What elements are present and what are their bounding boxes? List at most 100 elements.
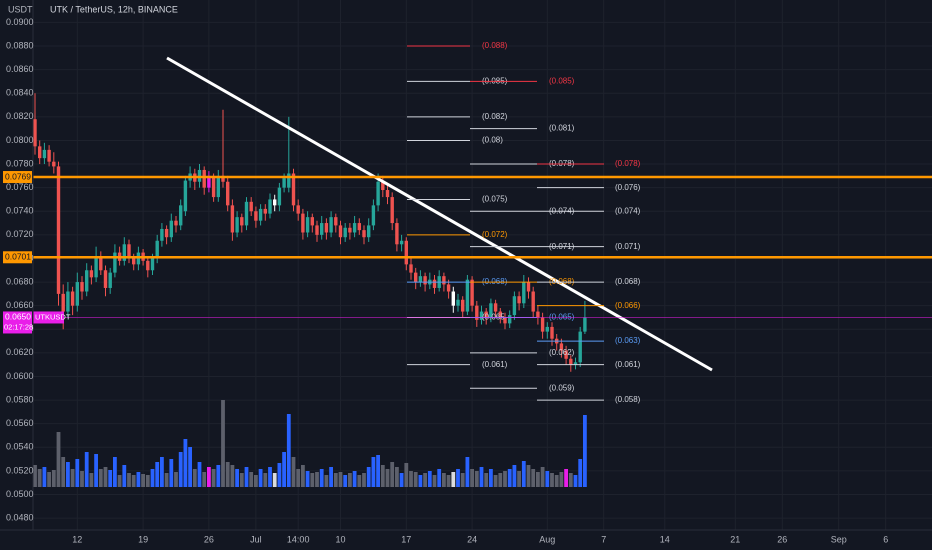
level-label: (0.066): [615, 301, 641, 310]
current-price-box: [3, 311, 32, 334]
candle-body: [338, 225, 343, 238]
candle-body: [461, 299, 465, 312]
candle-body: [475, 305, 479, 320]
candle-body: [258, 208, 263, 221]
volume-bar: [98, 469, 103, 487]
candle-body: [273, 199, 277, 206]
volume-bar: [202, 472, 207, 487]
level-label: (0.059): [549, 383, 575, 392]
candle-body: [550, 326, 554, 339]
volume-bar: [554, 475, 559, 487]
candle-body: [221, 175, 225, 182]
candle-body: [399, 240, 404, 245]
level-label: (0.081): [549, 124, 575, 133]
candle-body: [202, 169, 206, 188]
candle-body: [85, 270, 89, 292]
volume-bar: [197, 462, 202, 487]
candle-body: [282, 178, 286, 188]
x-tick-label: 6: [883, 534, 888, 544]
x-tick-label: 14:00: [287, 534, 310, 544]
candle-body: [418, 276, 423, 283]
candle-body: [113, 252, 117, 273]
candle-body: [70, 291, 75, 306]
candle-body: [310, 217, 314, 226]
volume-bar: [521, 461, 526, 487]
volume-bar: [319, 469, 324, 487]
volume-bar: [343, 475, 348, 487]
annotation-layer: (0.088) (0.085) (0.082) (0.08) (0.075) (0.072…: [33, 41, 932, 404]
volume-bar: [235, 469, 239, 487]
y-tick-label: 0.0580: [6, 394, 34, 404]
candle-body: [423, 276, 427, 285]
volume-bar: [141, 474, 145, 487]
level-label: (0.063): [615, 336, 641, 345]
x-tick-label: 7: [601, 534, 606, 544]
candle-body: [446, 284, 451, 292]
volume-bar: [413, 472, 418, 487]
volume-bar: [225, 462, 230, 487]
candle-body: [169, 220, 173, 238]
volume-bar: [362, 473, 366, 487]
y-tick-label: 0.0840: [6, 88, 34, 98]
candle-body: [451, 291, 455, 306]
volume-bar: [395, 467, 399, 487]
candle-body: [179, 205, 183, 226]
candle-body: [66, 291, 70, 312]
y-tick-label: 0.0860: [6, 64, 34, 74]
symbol-tag: [33, 311, 64, 324]
candle-body: [249, 201, 253, 212]
y-tick-label: 0.0760: [6, 182, 34, 192]
volume-bar: [47, 472, 51, 487]
candle-body: [230, 205, 235, 233]
volume-bar: [117, 475, 122, 487]
candle-body: [89, 270, 94, 278]
volume-bar: [254, 475, 258, 487]
candle-body: [334, 217, 338, 226]
candle-body: [409, 264, 413, 273]
candle-body: [385, 190, 390, 198]
volume-bar: [437, 469, 442, 487]
candle-body: [127, 244, 131, 259]
candle-body: [442, 276, 446, 285]
candle-body: [94, 256, 98, 278]
level-label: (0.072): [482, 230, 508, 239]
x-tick-label: Jul: [250, 534, 262, 544]
candle-body: [343, 227, 347, 238]
volume-bar: [376, 455, 380, 487]
volume-bar: [94, 454, 98, 487]
volume-bar: [329, 467, 333, 487]
volume-bar: [348, 473, 352, 487]
volume-bar: [244, 467, 249, 487]
volume-bar: [263, 473, 268, 487]
volume-bar: [418, 475, 423, 487]
candle-body: [352, 223, 357, 233]
candle-body: [508, 315, 512, 324]
volume-bar: [442, 473, 446, 487]
level-label: (0.088): [482, 41, 508, 50]
candle-body: [540, 317, 545, 332]
candle-body: [526, 282, 531, 292]
volume-bar: [456, 469, 460, 487]
volume-bar: [37, 469, 42, 487]
candle-body: [465, 279, 470, 312]
volume-bar: [136, 472, 141, 487]
volume-bar: [423, 473, 427, 487]
volume-bar: [465, 457, 470, 487]
volume-bar: [277, 463, 282, 487]
volume-bar: [540, 467, 545, 487]
volume-bar: [517, 471, 521, 487]
level-label: (0.082): [482, 112, 508, 121]
volume-bar: [489, 469, 493, 487]
volume-bar: [583, 415, 587, 487]
volume-bar: [42, 467, 47, 487]
volume-bar: [160, 457, 164, 487]
candle-body: [305, 217, 310, 233]
price-box: [3, 171, 32, 184]
volume-bar: [324, 475, 329, 487]
volume-bar: [333, 473, 338, 487]
volume-bar: [305, 471, 310, 487]
volume-bar: [338, 472, 343, 487]
volume-bar: [507, 469, 512, 487]
level-label: (0.071): [615, 242, 641, 251]
